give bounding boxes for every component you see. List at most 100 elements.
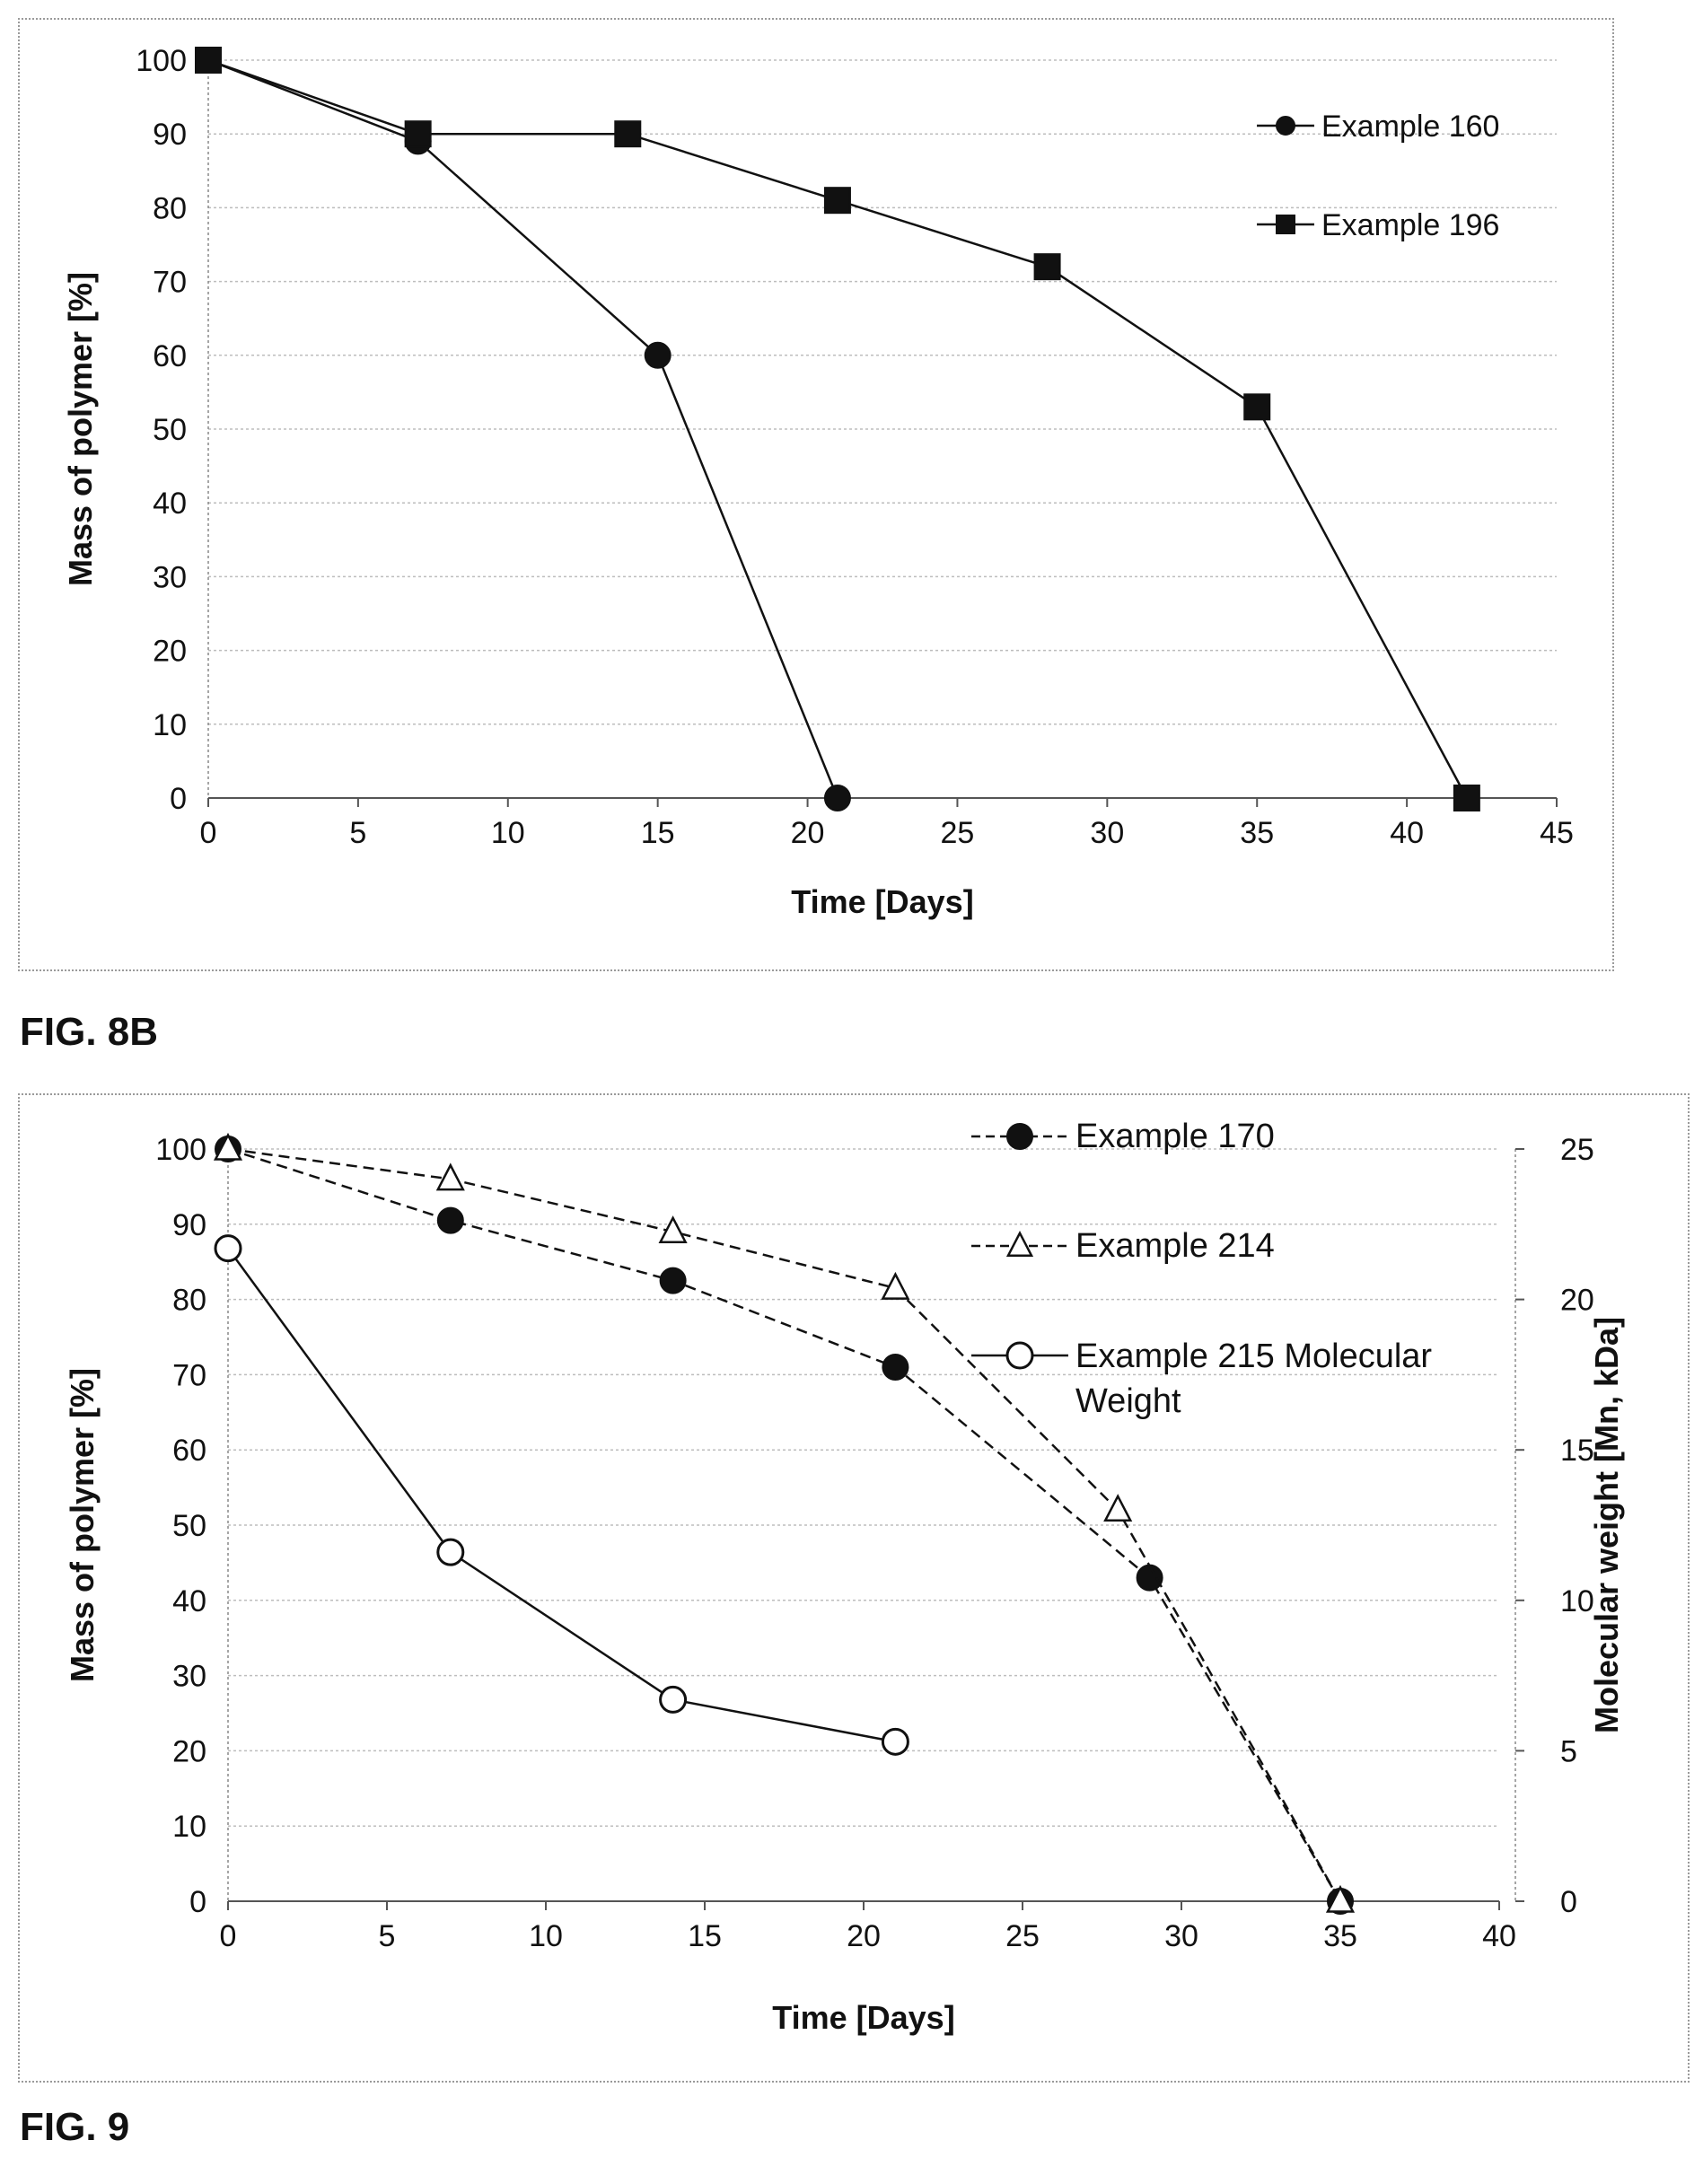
legend-label: Example 160 [1321, 110, 1499, 144]
y-right-tick-label: 5 [1560, 1734, 1577, 1768]
x-tick-label: 0 [220, 1919, 237, 1953]
data-point [435, 1162, 465, 1191]
legend-marker [1276, 215, 1295, 234]
x-tick-label: 30 [1164, 1919, 1198, 1953]
x-tick-label: 25 [1005, 1919, 1040, 1953]
data-point [213, 1132, 243, 1161]
y-tick-label: 0 [170, 782, 187, 816]
y-tick-label: 90 [172, 1208, 206, 1242]
y-tick-label: 30 [172, 1660, 206, 1694]
x-tick-label: 10 [529, 1919, 563, 1953]
figure-label-9: FIG. 9 [20, 2105, 130, 2149]
legend-marker [1005, 1230, 1034, 1257]
data-point [1136, 1564, 1163, 1592]
y-tick-label: 100 [136, 44, 187, 78]
y-right-tick-label: 25 [1560, 1133, 1594, 1167]
y-tick-label: 70 [153, 266, 187, 300]
data-point [1103, 1494, 1133, 1522]
series-line [227, 1147, 1342, 1902]
data-point [823, 187, 851, 215]
series-line [227, 1147, 1342, 1902]
series-line [207, 58, 839, 799]
series-example-214 [213, 1132, 1356, 1913]
x-axis-title: Time [Days] [791, 883, 973, 920]
data-point [882, 1354, 909, 1381]
y-right-tick-label: 10 [1560, 1584, 1594, 1618]
legend-marker [1005, 1341, 1034, 1370]
data-point [436, 1206, 464, 1234]
x-tick-label: 20 [791, 816, 825, 850]
x-tick-label: 40 [1482, 1919, 1516, 1953]
y-tick-label: 100 [155, 1133, 206, 1167]
x-tick-label: 20 [847, 1919, 881, 1953]
y-tick-label: 0 [189, 1885, 206, 1919]
y-tick-label: 10 [172, 1810, 206, 1844]
data-point [823, 785, 851, 811]
x-tick-label: 10 [491, 816, 525, 850]
y-tick-label: 40 [172, 1584, 206, 1618]
series-example-196 [195, 47, 1480, 811]
data-point [1325, 1884, 1356, 1913]
x-tick-label: 5 [379, 1919, 396, 1953]
y-tick-label: 30 [153, 560, 187, 594]
data-point [195, 47, 222, 74]
figure-label-8b: FIG. 8B [20, 1010, 159, 1054]
y-right-tick-label: 20 [1560, 1284, 1594, 1318]
data-point [404, 120, 432, 148]
y-right-tick-label: 15 [1560, 1434, 1594, 1468]
legend-entry: Example 214 [971, 1227, 1275, 1265]
chart-fig8b: 0 5 10 15 20 25 30 35 40 45 0 10 20 30 40 50 60 70 80 90 100… [62, 44, 1574, 920]
legend-marker [1276, 116, 1295, 136]
x-tick-label: 5 [349, 816, 366, 850]
legend-marker [1006, 1123, 1033, 1150]
y-tick-label: 40 [153, 487, 187, 521]
y-tick-label: 20 [153, 635, 187, 669]
legend-label: Example 215 Molecular Weight [1075, 1338, 1432, 1420]
y-tick-label: 10 [153, 708, 187, 742]
x-axis-title: Time [Days] [772, 1999, 954, 2036]
y-tick-label: 20 [172, 1734, 206, 1768]
y-axis-right-title: Molecular weight [Mn, kDa] [1588, 1317, 1625, 1733]
y-tick-label: 50 [172, 1509, 206, 1543]
legend-label: Example 196 [1321, 208, 1499, 242]
data-point [881, 1727, 909, 1756]
x-tick-label: 40 [1390, 816, 1424, 850]
y-tick-label: 80 [153, 191, 187, 225]
series-example-215-molecular-weight [214, 1234, 909, 1756]
data-point [659, 1685, 688, 1714]
legend-label: Example 214 [1075, 1227, 1275, 1265]
data-point [881, 1271, 910, 1300]
x-tick-label: 45 [1540, 816, 1574, 850]
legend-entry: Example 215 Molecular Weight [971, 1338, 1432, 1420]
y-axis-title: Mass of polymer [%] [64, 1368, 101, 1682]
y-tick-label: 60 [153, 339, 187, 373]
data-point [614, 120, 642, 148]
data-point [1243, 393, 1271, 421]
data-point [436, 1538, 465, 1566]
y-tick-label: 50 [153, 413, 187, 447]
data-point [644, 341, 672, 369]
data-point [1033, 253, 1061, 281]
data-point [658, 1215, 688, 1243]
y-tick-label: 90 [153, 118, 187, 152]
y-right-tick-label: 0 [1560, 1885, 1577, 1919]
series-line [226, 1247, 896, 1743]
x-tick-label: 0 [200, 816, 217, 850]
legend-entry: Example 160 [1257, 110, 1499, 144]
y-tick-label: 80 [172, 1284, 206, 1318]
data-point [214, 1234, 242, 1263]
x-tick-label: 35 [1323, 1919, 1357, 1953]
data-point [659, 1267, 687, 1294]
chart-panel-fig8b: 0 5 10 15 20 25 30 35 40 45 0 10 20 30 40 50 60 70 80 90 100… [18, 18, 1614, 971]
data-point [1453, 785, 1480, 811]
chart-fig9: 0 5 10 15 20 25 30 35 40 0 10 20 30 40 50 60 70 80 90 100 0 5… [64, 1118, 1625, 2036]
legend-entry: Example 170 [971, 1118, 1275, 1155]
x-tick-label: 25 [941, 816, 975, 850]
y-tick-label: 70 [172, 1358, 206, 1392]
x-tick-label: 15 [688, 1919, 722, 1953]
x-tick-label: 35 [1240, 816, 1274, 850]
y-axis-title: Mass of polymer [%] [62, 272, 99, 586]
chart-panel-fig9: 0 5 10 15 20 25 30 35 40 0 10 20 30 40 50 60 70 80 90 100 0 5… [18, 1093, 1690, 2083]
x-tick-label: 30 [1090, 816, 1124, 850]
x-tick-label: 15 [641, 816, 675, 850]
